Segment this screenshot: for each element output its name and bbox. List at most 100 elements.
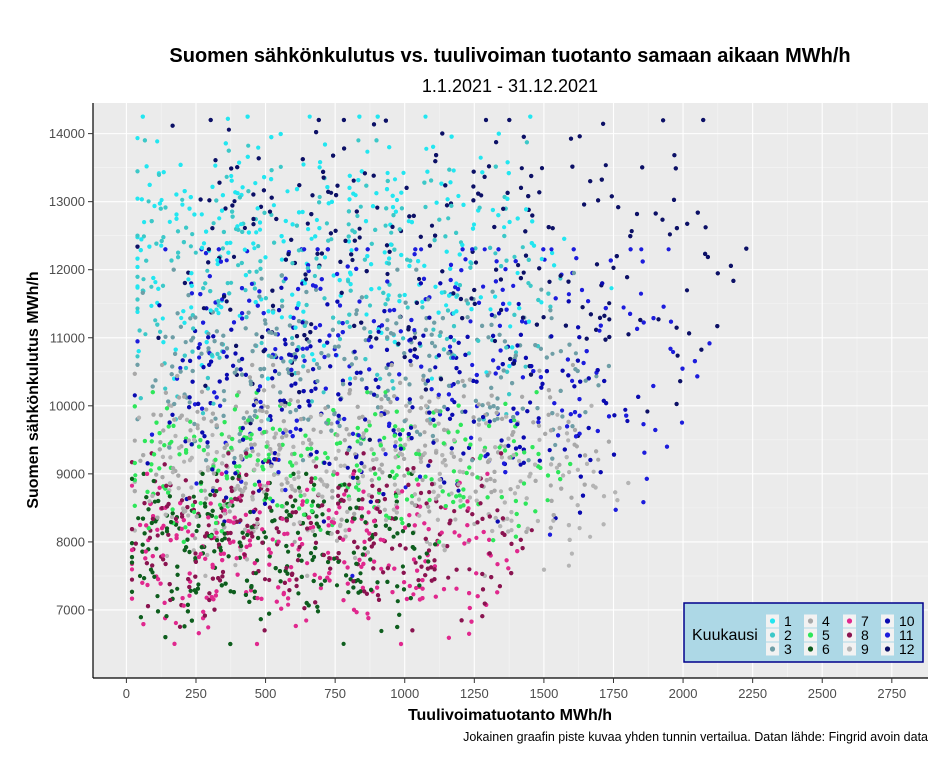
- data-point-month-5: [142, 438, 147, 444]
- data-point-month-4: [318, 477, 323, 482]
- data-point-month-12: [274, 216, 279, 222]
- data-point-month-1: [301, 162, 306, 167]
- data-point-month-5: [454, 494, 459, 499]
- data-point-month-8: [207, 591, 212, 596]
- data-point-month-12: [362, 171, 367, 176]
- data-point-month-3: [429, 332, 434, 337]
- data-point-month-2: [201, 286, 206, 291]
- data-point-month-10: [623, 407, 628, 412]
- data-point-month-8: [133, 541, 138, 546]
- data-point-month-3: [473, 398, 478, 403]
- data-point-month-2: [504, 258, 509, 263]
- data-point-month-2: [324, 221, 329, 226]
- data-point-month-6: [293, 498, 298, 503]
- data-point-month-5: [305, 498, 310, 503]
- data-point-month-12: [203, 383, 208, 388]
- data-point-month-4: [489, 393, 494, 398]
- data-point-month-1: [347, 197, 352, 202]
- data-point-month-10: [433, 365, 438, 370]
- data-point-month-4: [316, 492, 321, 497]
- data-point-month-10: [311, 367, 316, 372]
- data-point-month-9: [566, 563, 572, 568]
- data-point-month-3: [243, 326, 248, 331]
- data-point-month-8: [416, 578, 421, 583]
- data-point-month-11: [149, 432, 155, 437]
- data-point-month-1: [365, 149, 370, 154]
- data-point-month-11: [212, 390, 217, 395]
- data-point-month-2: [363, 357, 368, 362]
- data-point-month-5: [356, 487, 361, 492]
- data-point-month-8: [495, 508, 500, 513]
- data-point-month-4: [157, 447, 162, 452]
- data-point-month-2: [378, 376, 383, 381]
- data-point-month-1: [439, 290, 444, 295]
- data-point-month-6: [351, 585, 356, 590]
- data-point-month-4: [252, 442, 257, 447]
- data-point-month-3: [491, 404, 496, 409]
- data-point-month-7: [416, 482, 421, 487]
- data-point-month-1: [447, 293, 452, 298]
- data-point-month-5: [277, 427, 282, 432]
- data-point-month-1: [213, 163, 218, 168]
- data-point-month-5: [303, 433, 308, 438]
- data-point-month-3: [169, 372, 174, 377]
- data-point-month-12: [198, 197, 203, 202]
- data-point-month-6: [196, 582, 201, 587]
- data-point-month-12: [384, 243, 390, 248]
- data-point-month-5: [538, 465, 543, 470]
- data-point-month-6: [222, 531, 227, 536]
- data-point-month-10: [485, 452, 490, 457]
- data-point-month-6: [400, 529, 406, 534]
- data-point-month-4: [442, 427, 447, 432]
- data-point-month-9: [564, 455, 569, 460]
- data-point-month-7: [129, 567, 135, 572]
- data-point-month-11: [651, 383, 656, 389]
- data-point-month-1: [135, 196, 140, 201]
- data-point-month-1: [208, 308, 213, 313]
- data-point-month-8: [262, 628, 267, 633]
- data-point-month-12: [256, 156, 261, 161]
- data-point-month-2: [220, 246, 225, 251]
- data-point-month-10: [577, 335, 582, 340]
- data-point-month-12: [703, 251, 708, 256]
- data-point-month-7: [452, 530, 457, 535]
- data-point-month-10: [457, 370, 462, 375]
- data-point-month-1: [369, 287, 374, 292]
- data-point-month-5: [224, 474, 229, 479]
- data-point-month-11: [239, 479, 244, 484]
- data-point-month-10: [325, 340, 330, 345]
- data-point-month-6: [325, 530, 330, 535]
- data-point-month-8: [186, 577, 191, 582]
- data-point-month-8: [499, 451, 504, 456]
- data-point-month-6: [395, 599, 400, 604]
- data-point-month-7: [155, 527, 160, 532]
- data-point-month-12: [563, 323, 569, 328]
- data-point-month-12: [351, 178, 356, 183]
- data-point-month-8: [487, 514, 492, 519]
- data-point-month-4: [210, 411, 215, 416]
- data-point-month-1: [331, 273, 336, 278]
- data-point-month-12: [607, 334, 612, 340]
- data-point-month-1: [321, 343, 327, 348]
- data-point-month-3: [172, 401, 177, 407]
- data-point-month-11: [651, 316, 656, 321]
- data-point-month-11: [671, 349, 676, 355]
- data-point-month-8: [216, 542, 222, 547]
- data-point-month-4: [269, 464, 274, 469]
- data-point-month-7: [232, 515, 237, 520]
- data-point-month-1: [216, 311, 221, 316]
- data-point-month-11: [598, 323, 603, 328]
- data-point-month-9: [588, 534, 593, 539]
- data-point-month-8: [361, 451, 366, 456]
- data-point-month-4: [398, 380, 403, 385]
- data-point-month-3: [278, 390, 283, 395]
- data-point-month-4: [437, 477, 442, 482]
- data-point-month-2: [432, 238, 437, 243]
- data-point-month-1: [279, 234, 284, 239]
- data-point-month-1: [215, 258, 220, 263]
- data-point-month-12: [303, 277, 308, 282]
- data-point-month-3: [385, 318, 390, 323]
- data-point-month-9: [509, 518, 514, 523]
- data-point-month-8: [155, 491, 160, 496]
- data-point-month-3: [183, 340, 188, 345]
